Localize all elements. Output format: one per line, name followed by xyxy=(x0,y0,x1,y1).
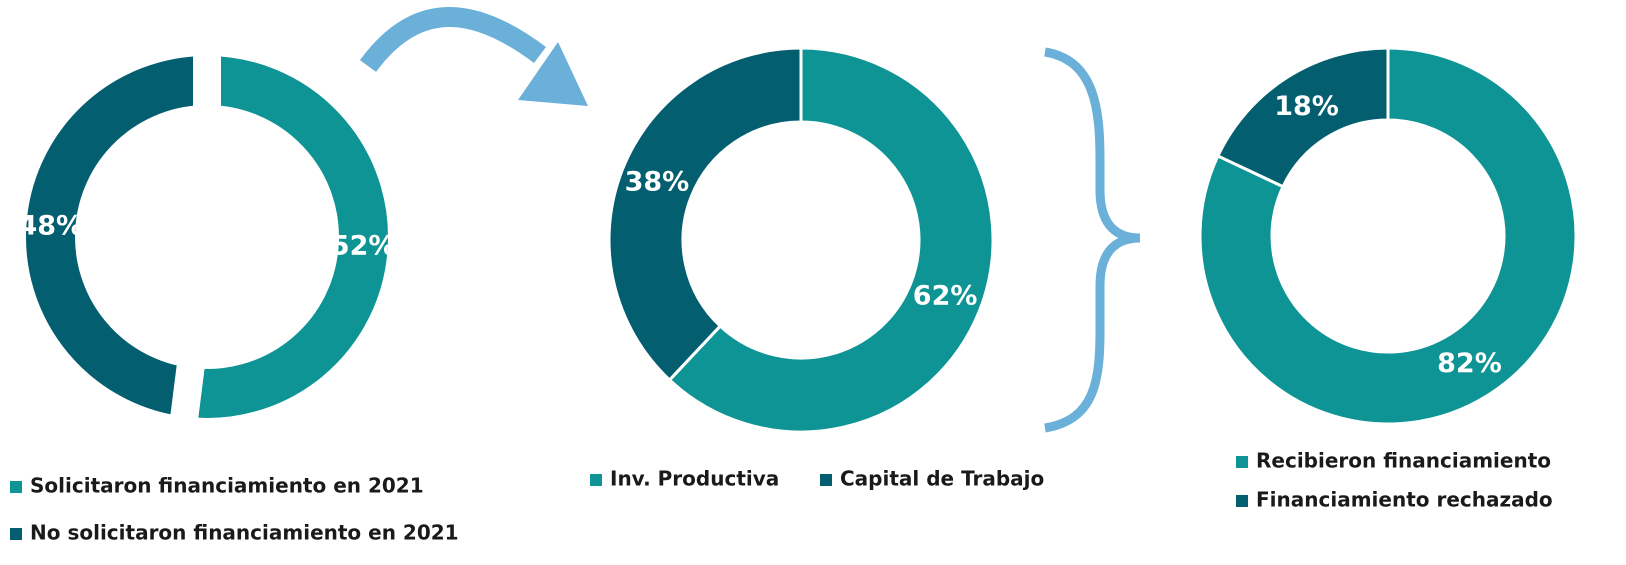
legend-label: Solicitaron financiamiento en 2021 xyxy=(30,474,424,498)
legend-label: Inv. Productiva xyxy=(610,467,779,491)
legend-label: Recibieron financiamiento xyxy=(1256,449,1551,473)
slice xyxy=(1198,46,1578,426)
slice xyxy=(1215,46,1390,189)
legend-swatch xyxy=(10,528,22,540)
legend-swatch xyxy=(1236,456,1248,468)
slice xyxy=(667,46,995,434)
data-label: 62% xyxy=(913,281,978,312)
legend-label: No solicitaron financiamiento en 2021 xyxy=(30,521,459,545)
legend-swatch xyxy=(820,474,832,486)
slice xyxy=(607,46,803,383)
legend-swatch xyxy=(590,474,602,486)
data-label: 38% xyxy=(625,166,690,197)
slice xyxy=(0,27,221,447)
brace xyxy=(1044,47,1141,433)
arrow-head xyxy=(518,42,588,106)
data-label: 48% xyxy=(18,211,83,242)
data-label: 52% xyxy=(331,230,396,261)
arrow xyxy=(359,7,546,73)
legend-label: Financiamiento rechazado xyxy=(1256,488,1553,512)
data-label: 82% xyxy=(1437,348,1502,379)
legend-swatch xyxy=(1236,495,1248,507)
slice xyxy=(166,27,416,446)
legend-swatch xyxy=(10,481,22,493)
data-label: 18% xyxy=(1274,91,1339,122)
legend-label: Capital de Trabajo xyxy=(840,467,1044,491)
